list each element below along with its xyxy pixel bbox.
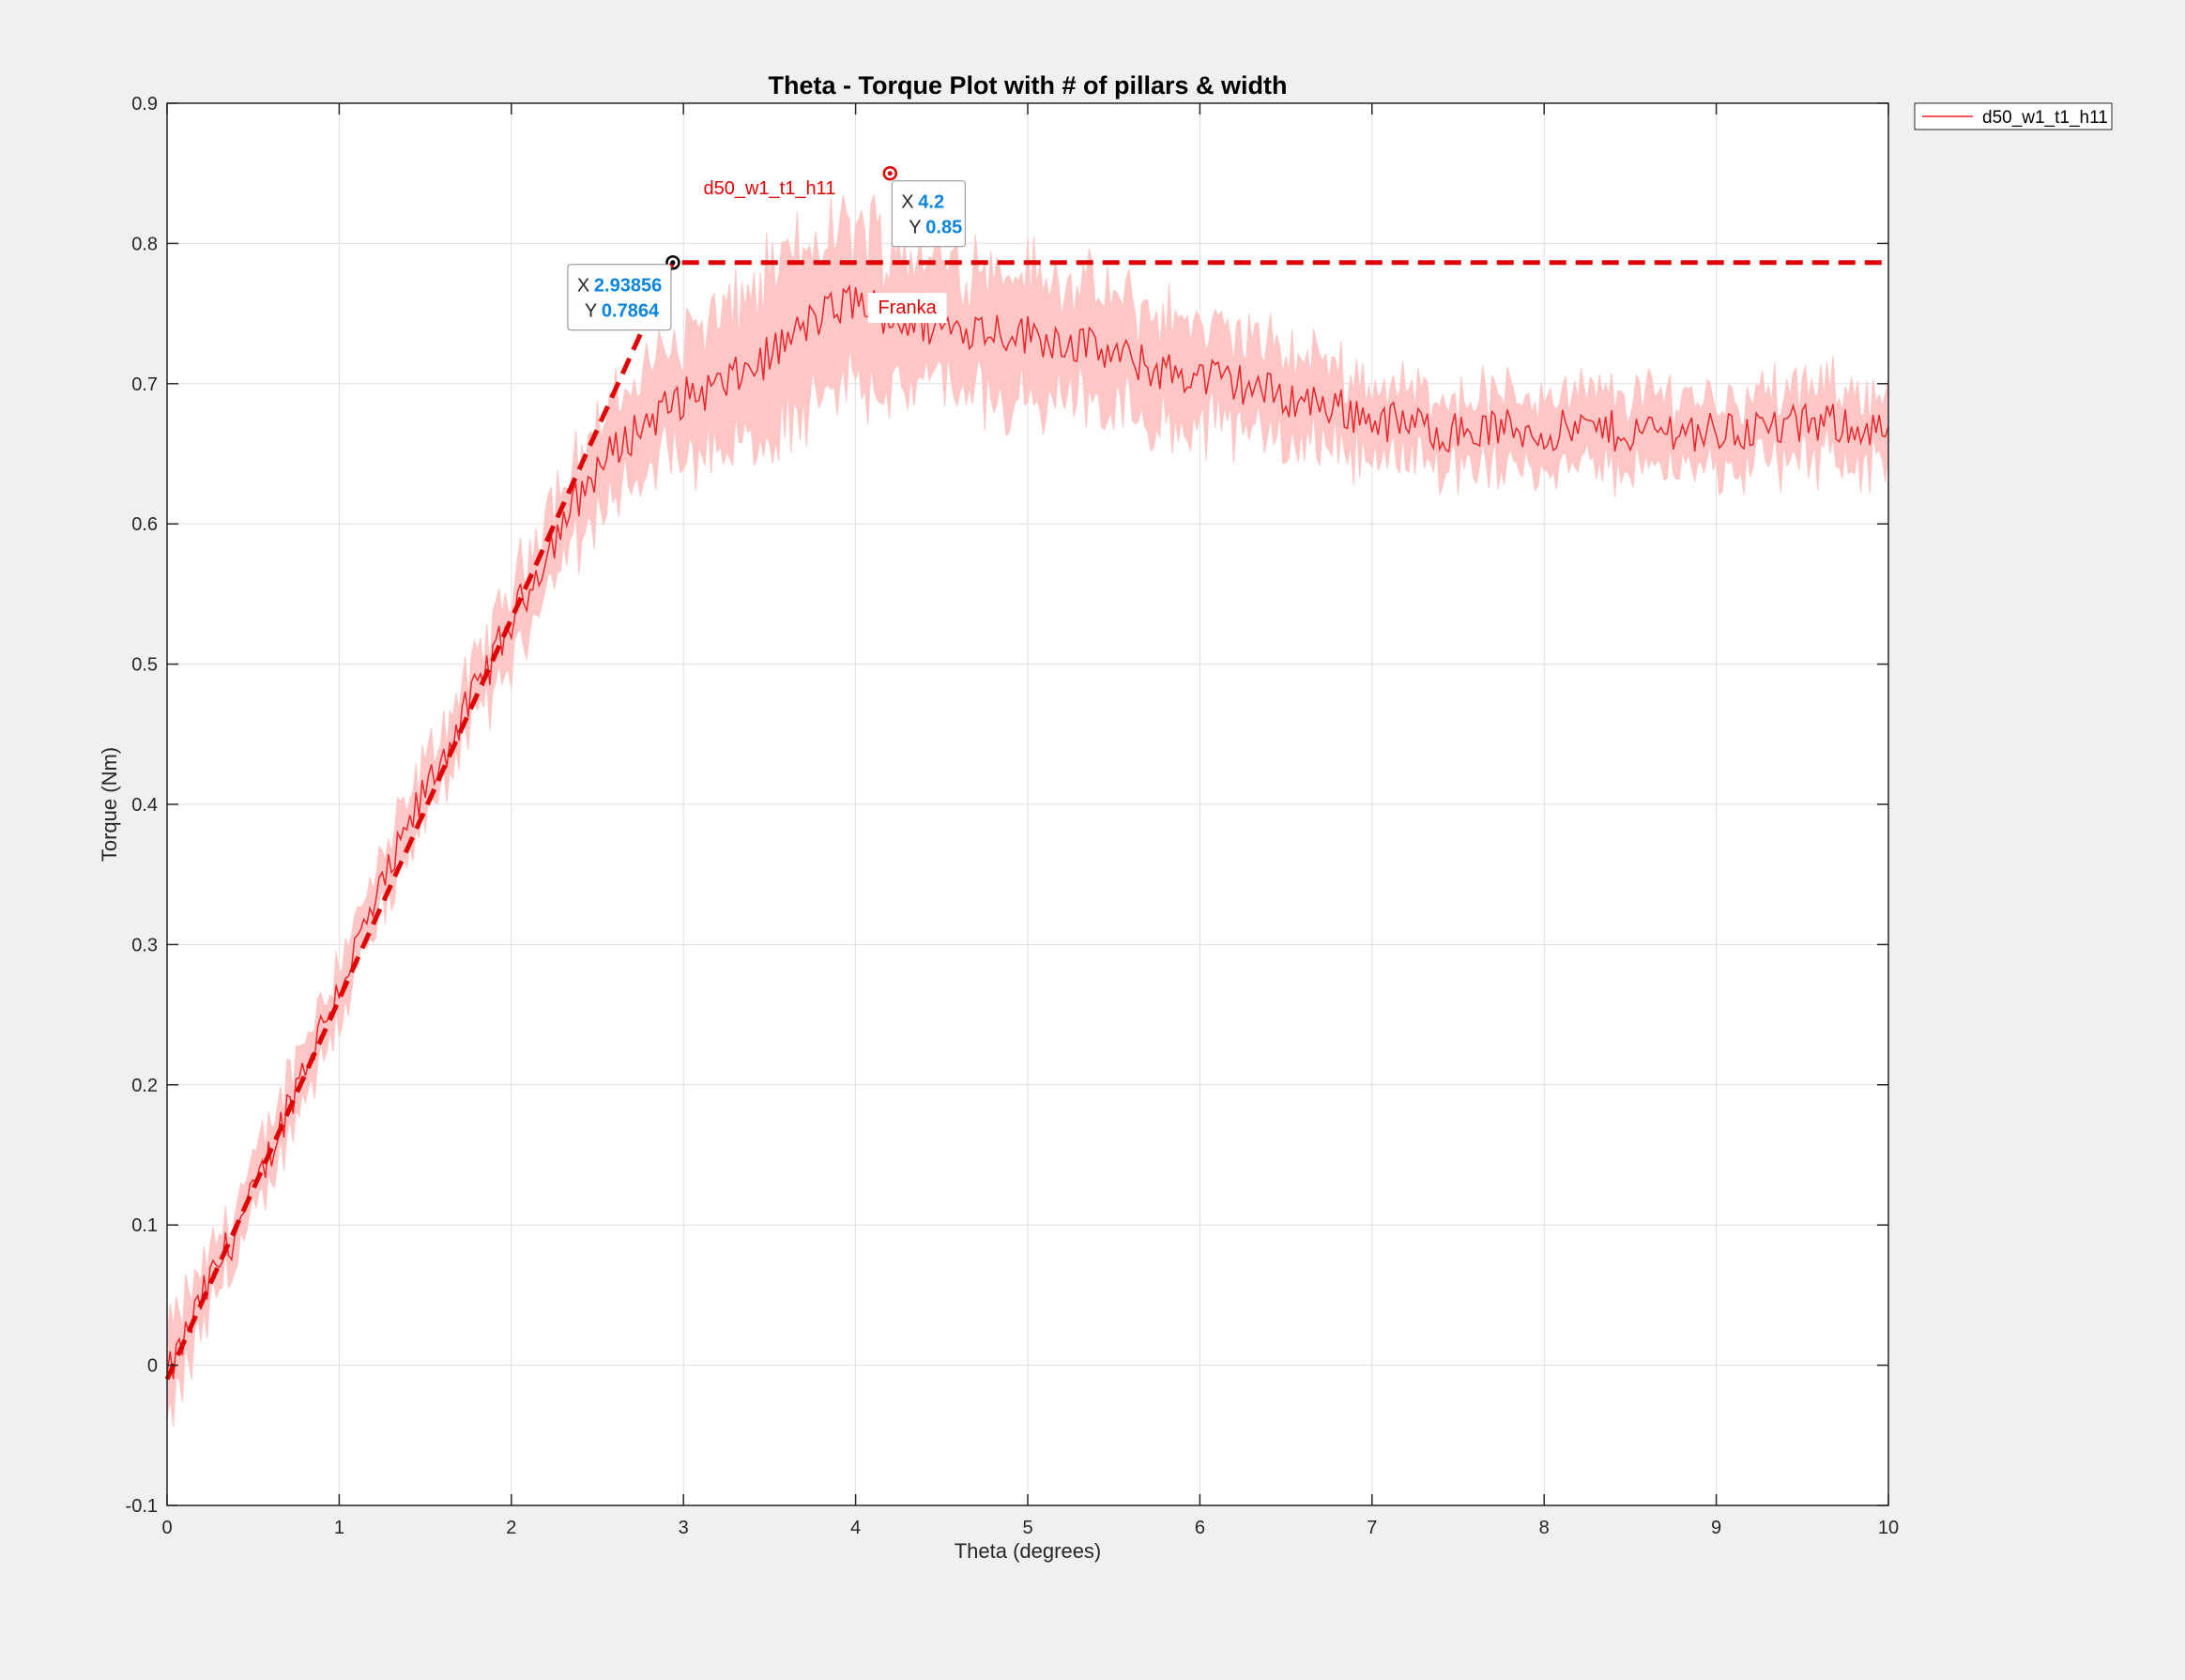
y-tick-label: 0.1: [131, 1215, 158, 1236]
fit-line-layer: [164, 260, 1888, 1381]
y-tick-label: 0.6: [131, 514, 158, 535]
datatip-marker: [882, 165, 898, 181]
x-tick-label: 7: [1367, 1518, 1377, 1538]
x-tick-label: 2: [506, 1518, 516, 1538]
y-tick-label: 0.3: [131, 935, 158, 955]
datatip-x-key: X: [901, 192, 913, 213]
x-tick-label: 10: [1878, 1518, 1899, 1538]
y-tick-label: 0.5: [131, 655, 158, 676]
datatip-x-key: X: [577, 276, 589, 297]
fit-line-dashed: [164, 260, 1888, 1381]
legend-item-label: d50_w1_t1_h11: [1982, 108, 2108, 128]
axis-ticks: 0 1 2 3 4 5 6 7 8 9 10-0.100.10.20.30.40.50.60.70.…: [126, 94, 1900, 1538]
y-axis-label: Torque (Nm): [98, 747, 121, 862]
x-tick-label: 9: [1711, 1518, 1721, 1538]
chart-title: Theta - Torque Plot with # of pillars & …: [769, 71, 1288, 99]
x-tick-label: 0: [161, 1518, 172, 1538]
datatip-y-value: 0.7864: [602, 301, 660, 322]
datatip-marker-dot: [887, 171, 893, 176]
datatip-marker: [665, 254, 680, 270]
datatip-y-key: Y: [909, 218, 921, 238]
y-tick-label: 0.4: [131, 795, 158, 816]
x-tick-label: 1: [334, 1518, 344, 1538]
x-tick-label: 3: [679, 1518, 689, 1538]
datatip-marker-dot: [670, 260, 676, 266]
datatip-box: [567, 264, 672, 331]
legend[interactable]: d50_w1_t1_h11: [1914, 102, 2113, 130]
x-tick-label: 6: [1195, 1518, 1205, 1538]
annotation-background: [867, 293, 947, 324]
annotation-label: Franka: [878, 298, 937, 318]
x-tick-label: 8: [1539, 1518, 1550, 1538]
annotation-layer: d50_w1_t1_h11 Franka: [703, 178, 947, 324]
x-tick-label: 5: [1022, 1518, 1032, 1538]
x-tick-label: 4: [850, 1518, 861, 1538]
y-tick-label: 0.9: [131, 94, 158, 115]
datatip-x-value: 2.93856: [594, 276, 662, 297]
datatip-y-key: Y: [585, 301, 597, 322]
datatip-box: [891, 180, 966, 248]
y-tick-label: 0: [147, 1356, 158, 1377]
y-tick-label: 0.8: [131, 234, 158, 254]
y-tick-label: -0.1: [126, 1496, 158, 1517]
datatip-x-value: 4.2: [918, 192, 944, 213]
x-axis-label: Theta (degrees): [955, 1539, 1102, 1563]
y-tick-label: 0.7: [131, 374, 158, 395]
datatip-y-value: 0.85: [925, 218, 962, 238]
annotation-label: d50_w1_t1_h11: [703, 178, 835, 199]
y-tick-label: 0.2: [131, 1076, 158, 1096]
